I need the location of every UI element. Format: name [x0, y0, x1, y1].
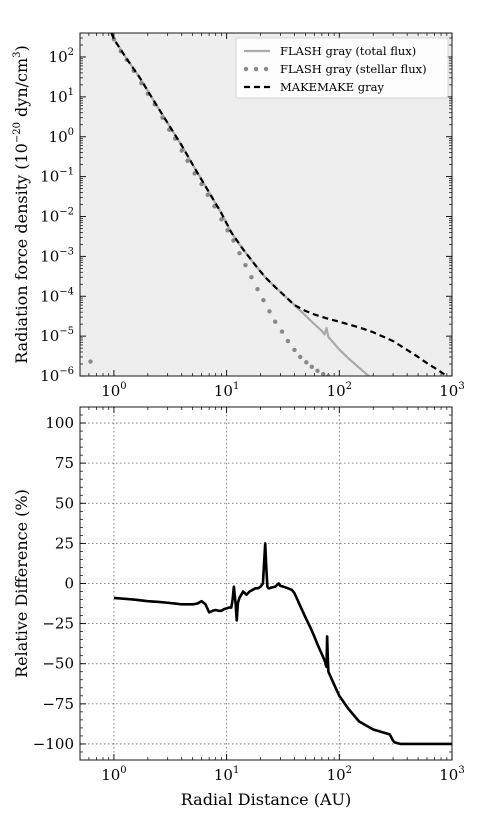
legend-marker: [243, 66, 249, 72]
data-point: [298, 354, 303, 360]
y-tick-label: 10−6: [40, 366, 74, 385]
data-point: [315, 368, 320, 374]
data-point: [192, 171, 197, 176]
y-axis: 10−6 10−5 10−4 10−3 10−2 10−1 100 101 102: [40, 47, 452, 385]
data-point: [185, 158, 190, 163]
x-tick-label: 103: [439, 765, 464, 784]
data-point: [139, 81, 144, 86]
x-axis: 100 101 102 103: [101, 407, 465, 784]
legend-marker: [253, 66, 259, 72]
y-tick-label: −50: [42, 655, 74, 673]
legend: FLASH gray (total flux) FLASH gray (stell…: [235, 37, 449, 99]
x-tick-label: 100: [101, 381, 126, 400]
y-tick-label: 75: [55, 454, 74, 472]
data-point: [255, 287, 260, 292]
x-tick-label: 102: [327, 765, 352, 784]
x-tick-label: 100: [101, 765, 126, 784]
grid: [80, 407, 452, 760]
y-axis-title: Relative Difference (%): [12, 489, 31, 678]
legend-marker: [263, 66, 269, 72]
data-point: [243, 263, 248, 268]
legend-label: FLASH gray (stellar flux): [280, 62, 427, 76]
bottom-panel: 100 101 102 103 −100 −75 −50 −25 0 25 50 75 100 Radia…: [12, 406, 465, 809]
axes-frame: [79, 32, 453, 377]
legend-label: MAKEMAKE gray: [280, 80, 385, 94]
y-tick-label: 102: [49, 47, 74, 66]
y-tick-label: 101: [49, 87, 74, 106]
x-tick-label: 103: [439, 381, 464, 400]
y-tick-label: 10−1: [40, 167, 74, 186]
x-tick-label: 101: [214, 765, 239, 784]
data-point: [179, 148, 184, 153]
x-tick-label: 102: [327, 381, 352, 400]
y-tick-label: 10−4: [40, 286, 74, 305]
y-axis: −100 −75 −50 −25 0 25 50 75 100: [33, 414, 452, 753]
data-point: [261, 297, 266, 303]
data-point: [249, 275, 254, 280]
series-line: [110, 33, 448, 376]
data-point: [273, 319, 278, 324]
y-tick-label: −75: [42, 695, 74, 713]
series-relative-difference: [113, 542, 452, 746]
data-point: [237, 251, 242, 256]
data-point: [219, 217, 224, 222]
data-point: [279, 329, 285, 334]
legend-label: FLASH gray (total flux): [280, 44, 416, 58]
data-point: [304, 360, 309, 365]
data-point: [285, 338, 291, 344]
data-point: [225, 228, 230, 233]
data-point: [267, 309, 272, 314]
minor-ticks: [80, 33, 452, 376]
y-tick-label: 100: [45, 414, 74, 432]
data-point: [321, 371, 326, 376]
series-flash-gray-stellar-flux: [88, 36, 331, 376]
series-line: [113, 542, 452, 746]
data-point: [231, 238, 236, 243]
series-makemake-gray: [110, 33, 448, 376]
x-axis-title: Radial Distance (AU): [181, 790, 352, 809]
y-tick-label: 0: [64, 575, 74, 593]
data-point: [326, 373, 331, 376]
x-axis: 100 101 102 103: [101, 33, 465, 400]
y-tick-label: −100: [33, 735, 74, 753]
legend-box: [235, 37, 449, 99]
y-tick-label: 10−5: [40, 326, 74, 345]
data-point: [309, 364, 314, 370]
data-point: [205, 192, 210, 198]
y-tick-label: −25: [42, 615, 74, 633]
top-panel: 100 101 102 10310−610−510−410−310−210−11001…: [12, 32, 465, 400]
y-tick-label: 10−2: [40, 207, 74, 226]
data-point: [88, 359, 93, 364]
y-tick-label: 100: [49, 127, 74, 146]
data-point: [292, 347, 297, 353]
y-tick-label: 50: [55, 494, 74, 512]
y-tick-label: 25: [55, 534, 74, 552]
x-tick-label: 101: [214, 381, 239, 400]
y-axis-title: Radiation force density (10−20 dyn/cm3): [12, 45, 31, 364]
data-point: [160, 115, 165, 120]
y-tick-label: 10−3: [40, 246, 74, 265]
